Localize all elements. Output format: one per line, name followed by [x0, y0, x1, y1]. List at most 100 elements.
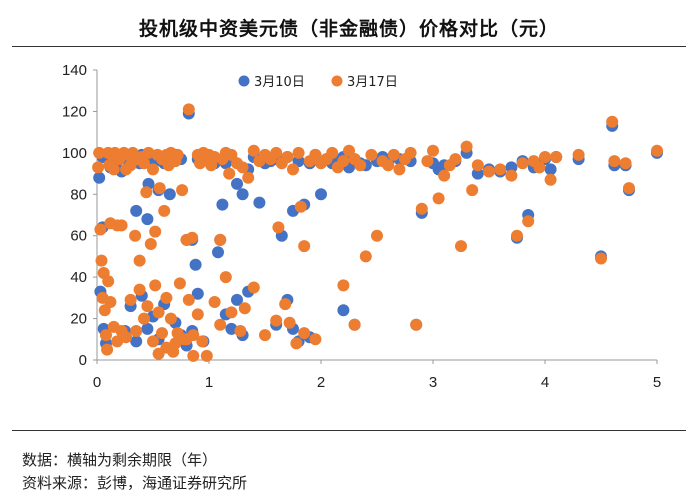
data-point [466, 184, 479, 197]
data-point [290, 337, 303, 350]
data-point [427, 144, 439, 157]
legend-label-1: 3月17日 [347, 75, 398, 90]
data-point [124, 293, 137, 306]
legend-label-0: 3月10日 [254, 75, 305, 90]
data-point [309, 333, 322, 346]
data-point [147, 335, 159, 348]
data-point [144, 238, 157, 250]
data-point [359, 250, 372, 263]
footnotes: 数据：横轴为剩余期限（年） 资料来源：彭博，海通证券研究所 [22, 449, 247, 495]
legend-marker-1 [331, 75, 343, 87]
data-point [149, 279, 162, 292]
data-point [272, 221, 285, 234]
data-point [191, 308, 204, 321]
data-point [101, 343, 114, 356]
data-point [92, 161, 105, 174]
data-point [511, 229, 523, 242]
data-point [354, 159, 367, 172]
data-points [92, 103, 663, 362]
data-point [182, 293, 195, 306]
data-point [449, 153, 462, 166]
data-point [95, 254, 108, 267]
data-point [214, 318, 227, 331]
data-point [171, 148, 184, 161]
title-divider [12, 46, 686, 47]
data-point [187, 349, 200, 362]
data-point [382, 159, 395, 172]
y-tick-label: 140 [62, 62, 87, 79]
tick-labels: 0 20 40 60 80 100 120 140 0 1 2 3 4 5 [62, 62, 661, 391]
footnote-divider [12, 430, 686, 431]
data-point [522, 215, 535, 228]
data-point [94, 223, 107, 236]
data-point [133, 254, 146, 267]
data-point [410, 318, 423, 331]
data-point [234, 325, 247, 337]
data-point [231, 293, 243, 306]
x-tick-label: 4 [541, 374, 549, 391]
footnote-source: 资料来源：彭博，海通证券研究所 [22, 474, 248, 492]
x-tick-label: 5 [653, 374, 661, 391]
data-point [455, 240, 467, 253]
data-point [279, 298, 292, 311]
data-point [494, 163, 507, 176]
data-point [544, 163, 557, 176]
data-point [141, 300, 154, 313]
data-point [189, 258, 202, 271]
data-point [223, 167, 236, 180]
data-point [212, 246, 224, 259]
data-point [214, 233, 227, 246]
data-point [544, 173, 557, 186]
data-point [236, 161, 249, 174]
y-tick-label: 80 [70, 186, 87, 203]
data-point [432, 192, 445, 205]
y-tick-label: 60 [70, 228, 87, 245]
data-point [153, 182, 166, 195]
data-point [404, 146, 417, 159]
data-point [337, 304, 350, 317]
data-point [365, 148, 378, 161]
data-point [606, 115, 619, 128]
data-point [176, 184, 189, 197]
data-point [623, 182, 635, 195]
data-point [200, 349, 213, 362]
data-point [156, 327, 168, 340]
data-point [130, 204, 143, 217]
data-point [460, 140, 473, 153]
data-point [111, 335, 124, 348]
footnote-axis-note: 数据：横轴为剩余期限（年） [22, 451, 218, 469]
data-point [253, 196, 266, 209]
data-point [471, 167, 484, 180]
data-point [219, 271, 232, 284]
data-point [595, 252, 607, 265]
data-point [550, 151, 563, 163]
data-point [231, 177, 243, 190]
data-point [141, 322, 154, 335]
data-point [93, 171, 106, 184]
data-point [651, 144, 663, 157]
data-point [152, 306, 165, 319]
data-point [608, 155, 621, 168]
data-point [167, 345, 180, 358]
data-point [270, 314, 283, 327]
data-point [326, 146, 339, 159]
data-point [138, 157, 150, 170]
chart-title: 投机级中资美元债（非金融债）价格对比（元） [138, 18, 559, 40]
data-point [348, 318, 361, 331]
data-point [298, 327, 311, 340]
y-tick-label: 0 [79, 352, 87, 369]
data-point [130, 335, 143, 348]
x-tick-label: 3 [429, 374, 437, 391]
data-point [238, 302, 251, 315]
data-point [196, 335, 209, 348]
x-tick-label: 2 [317, 374, 325, 391]
data-point [186, 231, 199, 244]
data-point [140, 186, 153, 199]
data-point [371, 229, 383, 242]
data-point [337, 155, 350, 168]
data-point [270, 146, 283, 159]
data-point [516, 157, 529, 170]
data-point [438, 169, 451, 182]
y-tick-label: 20 [70, 311, 87, 328]
data-point [281, 151, 294, 163]
